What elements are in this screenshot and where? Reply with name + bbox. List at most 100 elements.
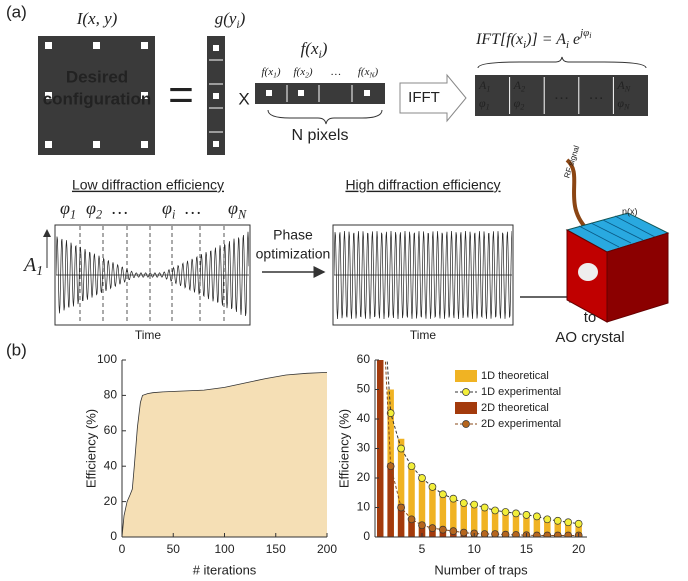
math-label: I(x, y) (76, 9, 118, 28)
math-label: φ2 (86, 198, 102, 221)
subscript: 2 (96, 207, 102, 221)
x-tick-label: 15 (520, 542, 534, 556)
point (471, 501, 478, 508)
y-tick-label: 20 (104, 494, 118, 508)
math-label: f(xN) (358, 66, 379, 79)
math-text: e (569, 31, 580, 48)
panel-label: (a) (6, 2, 27, 21)
point (460, 529, 467, 536)
brace (478, 57, 646, 68)
math-text: IFT[f(x (475, 31, 523, 48)
y-tick-label: 80 (104, 388, 118, 402)
y-tick-label: 20 (357, 470, 371, 484)
to-ao: AO crystal (555, 329, 624, 346)
y-tick-label: 40 (357, 411, 371, 425)
point (512, 510, 519, 517)
math-text: g(y (215, 9, 237, 28)
legend-label: 1D theoretical (481, 370, 549, 382)
legend-swatch (455, 370, 477, 382)
title: High diffraction efficiency (345, 177, 500, 193)
math-label: … (331, 66, 341, 78)
math-text: φ (60, 198, 70, 218)
math-label: f(x1) (261, 66, 280, 79)
y-tick-label: 60 (357, 352, 371, 366)
x-tick-label: 20 (572, 542, 586, 556)
subscript: 1 (486, 84, 490, 93)
math-text: ) (276, 66, 281, 78)
title: Low diffraction efficiency (72, 177, 224, 193)
nx-label: n(x) (622, 206, 638, 216)
subscript: 2 (521, 84, 525, 93)
config-text: configuration (43, 89, 152, 108)
point (481, 504, 488, 511)
brace (268, 110, 382, 124)
superscript-group: jφi (578, 27, 591, 40)
crystal-window (578, 263, 598, 281)
point (408, 463, 415, 470)
math-text: f(x (358, 66, 370, 78)
x-tick-label: 5 (419, 542, 426, 556)
legend-marker (463, 421, 470, 428)
cell-dots: … (554, 86, 570, 103)
math-text: )] = A (525, 31, 566, 48)
x-tick-label: 10 (468, 542, 482, 556)
math-label: IFT[f(xi)] = Ai ejφi (475, 27, 592, 51)
math-text: ) (308, 66, 313, 78)
point (533, 513, 540, 520)
subscript: N (623, 102, 630, 111)
phase-opt: optimization (256, 246, 331, 262)
config-text: Desired (66, 67, 128, 86)
point (408, 516, 415, 523)
math-text: φ (86, 198, 96, 218)
x-tick-label: 150 (266, 542, 286, 556)
math-label: φ1 (60, 198, 76, 221)
subscript: i (172, 207, 176, 221)
x-tick-label: 50 (167, 542, 181, 556)
math-text: f(x (301, 39, 319, 58)
subscript: N (237, 207, 247, 221)
x-tick-label: 200 (317, 542, 337, 556)
area (122, 372, 327, 537)
y-tick-label: 0 (363, 529, 370, 543)
equals: = (168, 71, 194, 120)
legend-label: 2D experimental (481, 418, 561, 430)
time: Time (135, 328, 162, 342)
time: Time (410, 328, 437, 342)
rf-label: RF signal (562, 144, 581, 179)
times: X (238, 89, 249, 108)
point (398, 445, 405, 452)
y-tick-label: 0 (110, 529, 117, 543)
point (554, 532, 561, 539)
point (544, 516, 551, 523)
x-tick-label: 100 (214, 542, 234, 556)
figure: (a)(b)I(x, y)Desiredconfiguration=g(yi)X… (0, 0, 688, 581)
math-label: … (185, 198, 201, 218)
point (565, 532, 572, 539)
math-text: ) (239, 9, 246, 28)
cell-dots: … (588, 86, 604, 103)
n-pixels: N pixels (292, 127, 349, 144)
point (565, 519, 572, 526)
point (523, 511, 530, 518)
math-label: A1 (22, 254, 43, 279)
math-label: f(xi) (301, 39, 328, 61)
math-text: φ (228, 198, 238, 218)
y-tick-label: 10 (357, 500, 371, 514)
point (450, 528, 457, 535)
legend-marker (463, 389, 470, 396)
math-text: jφ (578, 27, 589, 39)
y-tick-label: 30 (357, 441, 371, 455)
math-label: … (112, 198, 128, 218)
point (554, 517, 561, 524)
subscript: 1 (70, 207, 76, 221)
math-label: g(yi) (215, 9, 246, 31)
math-text: φ (162, 198, 172, 218)
legend-label: 2D theoretical (481, 402, 549, 414)
point (575, 520, 582, 527)
point (429, 525, 436, 532)
subscript: N (624, 84, 631, 93)
math-label: f(x2) (293, 66, 312, 79)
math-label: φN (228, 198, 247, 221)
point (439, 491, 446, 498)
ifft: IFFT (408, 89, 440, 106)
